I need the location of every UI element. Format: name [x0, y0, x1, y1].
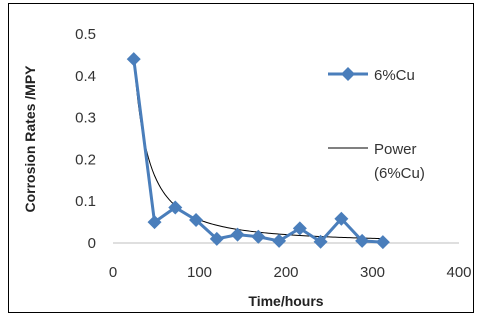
x-tick-label: 200 — [273, 264, 298, 281]
data-point-marker — [251, 229, 266, 244]
legend-power-label-line2: (6%Cu) — [374, 165, 425, 182]
series-6cu-line — [132, 58, 383, 244]
data-point-marker — [355, 233, 370, 248]
y-tick-label: 0.4 — [75, 68, 96, 85]
legend-power-label-line1: Power — [374, 141, 417, 158]
data-point-marker — [168, 200, 183, 215]
y-tick-label: 0.3 — [75, 110, 96, 127]
x-tick-label: 300 — [360, 264, 385, 281]
data-point-marker — [147, 215, 162, 230]
y-tick-labels: 0 0.1 0.2 0.3 0.4 0.5 — [75, 26, 96, 252]
series-6cu-markers — [126, 52, 390, 250]
y-tick-label: 0 — [88, 235, 96, 252]
legend-6cu-marker — [341, 67, 355, 81]
y-tick-label: 0.5 — [75, 26, 96, 43]
x-tick-labels: 0 100 200 300 400 — [109, 264, 472, 281]
y-tick-label: 0.1 — [75, 193, 96, 210]
x-axis-title: Time/hours — [248, 293, 323, 309]
data-point-marker — [334, 211, 349, 226]
data-point-marker — [126, 52, 141, 67]
data-point-marker — [209, 231, 224, 246]
data-point-marker — [313, 234, 328, 249]
chart-frame — [8, 3, 474, 313]
legend-6cu-label: 6%Cu — [374, 67, 415, 84]
data-point-marker — [189, 213, 204, 228]
x-tick-label: 400 — [446, 264, 471, 281]
data-point-marker — [375, 235, 390, 250]
x-tick-label: 100 — [187, 264, 212, 281]
data-point-marker — [230, 227, 245, 242]
y-axis-title: Corrosion Rates /MPY — [22, 65, 38, 213]
y-tick-label: 0.2 — [75, 151, 96, 168]
data-point-marker — [272, 233, 287, 248]
data-point-marker — [292, 221, 307, 236]
legend: 6%Cu Power (6%Cu) — [328, 67, 425, 182]
x-tick-label: 0 — [109, 264, 117, 281]
